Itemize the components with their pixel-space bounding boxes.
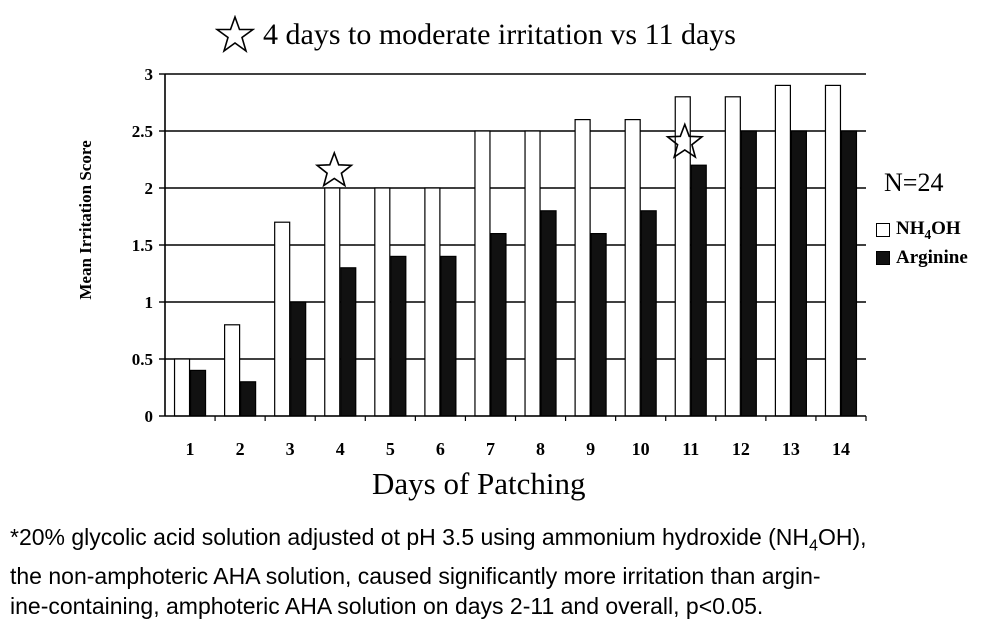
bar-arginine-day-7 [490,233,507,417]
chart-title: 4 days to moderate irritation vs 11 days [215,10,736,60]
legend-swatch-white [876,223,890,237]
y-tick-label: 1 [145,293,154,312]
footnote: *20% glycolic acid solution adjusted ot … [10,522,986,621]
bar-arginine-day-1 [189,369,207,417]
star-annotation-day-11 [665,122,705,159]
y-tick-label: 0 [145,407,154,426]
star-outline-icon [215,15,255,54]
y-tick-label: 3 [145,65,154,84]
x-tick-label: 5 [386,439,395,459]
footnote-line-2: the non-amphoteric AHA solution, caused … [10,562,821,589]
gridlines [165,73,866,360]
x-tick-label: 9 [586,439,595,459]
bar-arginine-day-2 [240,381,257,417]
bar-arginine-day-8 [540,210,557,417]
legend: NH4OH Arginine [876,216,968,272]
x-tick-label: 3 [286,439,295,459]
y-tick-label: 2 [145,179,154,198]
bar-arginine-day-6 [440,255,457,417]
bar-nh4oh-day-7 [474,130,491,417]
sample-size-label: N=24 [884,168,944,197]
tick-labels: 00.511.522.531 2 3 4 5 6 7 8 9 10 11 12 13 14 [132,65,850,459]
bar-arginine-day-5 [390,255,407,417]
bar-chart: 00.511.522.531 2 3 4 5 6 7 8 9 10 11 12 13 14 [132,65,867,459]
x-tick-label: 4 [336,439,345,459]
legend-label-nh4oh: NH4OH [896,217,961,242]
bar-nh4oh-day-10 [624,118,641,417]
x-tick-label: 1 [186,439,195,459]
y-tick-label: 0.5 [132,350,153,369]
bar-arginine-day-11 [690,164,707,417]
bar-arginine-day-10 [640,210,657,417]
x-tick-label: 6 [436,439,445,459]
bar-nh4oh-day-3 [274,221,291,417]
x-tick-label: 10 [632,439,650,459]
bar-nh4oh-day-6 [424,187,441,417]
star-annotations [314,122,705,188]
bar-nh4oh-day-14 [824,84,842,417]
bar-nh4oh-day-5 [374,187,391,417]
bar-arginine-day-13 [790,130,807,417]
x-tick-label: 12 [732,439,750,459]
bar-arginine-day-4 [340,267,357,417]
chart-title-text: 4 days to moderate irritation vs 11 days [263,18,736,51]
bar-nh4oh-day-9 [574,118,591,417]
y-tick-label: 1.5 [132,236,153,255]
bars [173,84,858,417]
x-tick-label: 11 [682,439,699,459]
legend-item-arginine: Arginine [876,244,968,272]
bar-nh4oh-day-13 [774,84,791,417]
x-tick-label: 7 [486,439,495,459]
bar-arginine-day-3 [290,301,307,417]
bar-arginine-day-9 [590,233,607,417]
y-tick-label: 2.5 [132,122,153,141]
x-tick-label: 8 [536,439,545,459]
bar-nh4oh-day-1 [173,358,191,417]
legend-swatch-black [876,251,890,265]
x-tick-label: 13 [782,439,800,459]
y-axis-label: Mean Irritation Score [76,140,95,300]
x-axis-label: Days of Patching [372,466,586,501]
bar-arginine-day-14 [840,130,858,417]
axes [159,73,867,421]
bar-nh4oh-day-4 [324,187,341,417]
bar-nh4oh-day-8 [524,130,541,417]
x-tick-label: 14 [832,439,850,459]
x-tick-label: 2 [236,439,245,459]
bar-nh4oh-day-2 [224,324,241,417]
footnote-line-3: ine-containing, amphoteric AHA solution … [10,592,764,619]
legend-label-arginine: Arginine [896,247,968,268]
bar-arginine-day-12 [740,130,757,417]
bar-nh4oh-day-12 [724,96,741,417]
star-annotation-day-4 [314,150,354,188]
footnote-line-1: *20% glycolic acid solution adjusted ot … [10,524,867,555]
legend-item-nh4oh: NH4OH [876,216,968,244]
